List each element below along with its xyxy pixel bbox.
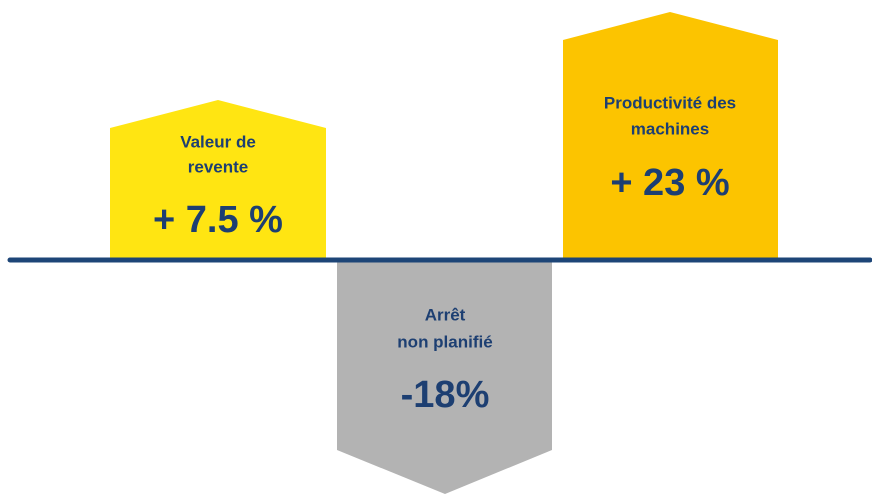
item-label: Productivité des — [604, 93, 736, 112]
item-label: non planifié — [397, 332, 492, 351]
item-label: revente — [188, 157, 248, 176]
item-label: Arrêt — [425, 305, 466, 324]
item-label: Valeur de — [180, 132, 256, 151]
up-arrow-shape — [563, 12, 778, 260]
down-arrow-shape — [337, 262, 552, 494]
item-value: + 7.5 % — [153, 199, 283, 241]
item-value: -18% — [401, 374, 490, 416]
item-label: machines — [631, 119, 709, 138]
up-arrow-shape — [110, 100, 326, 260]
item-value: + 23 % — [610, 162, 729, 204]
